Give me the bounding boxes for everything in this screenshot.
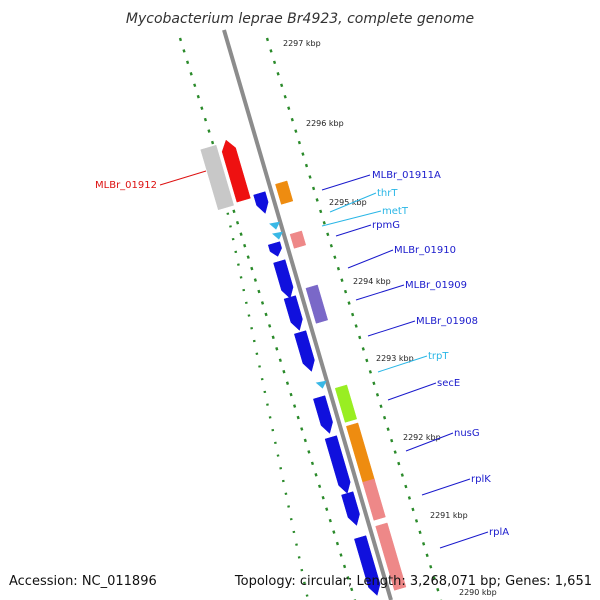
kbp-labels: 2297 kbp 2296 kbp 2295 kbp 2294 kbp 2293… [283, 39, 497, 597]
leader-line [367, 320, 416, 337]
gene-label-mlbr-01912[interactable]: MLBr_01912 [95, 180, 157, 191]
ortholog-rpla[interactable] [375, 522, 407, 591]
cds-mlbr-01910[interactable] [273, 259, 294, 299]
gene-label-thrt[interactable]: thrT [377, 188, 398, 199]
leader-line [347, 249, 394, 269]
kbp-label: 2294 kbp [353, 277, 391, 286]
ortholog-rplk[interactable] [362, 478, 386, 521]
kbp-label: 2291 kbp [430, 511, 468, 520]
cds-rplk[interactable] [341, 491, 360, 526]
cds-mlbr-01912[interactable] [221, 139, 251, 203]
leader-line [321, 174, 371, 191]
cds-nusg[interactable] [324, 435, 351, 494]
leader-line [335, 224, 372, 237]
leader-line [329, 192, 377, 213]
trna-mett[interactable] [272, 231, 284, 240]
leader-line [439, 531, 489, 549]
kbp-label: 2292 kbp [403, 433, 441, 442]
leader-line [387, 382, 437, 401]
leader-line [405, 432, 454, 452]
kbp-label: 2296 kbp [306, 119, 344, 128]
gene-features [200, 139, 407, 596]
gene-label-sece[interactable]: secE [437, 378, 460, 389]
pseudo-block[interactable] [200, 144, 234, 211]
leader-line [321, 210, 382, 227]
cds-rpmg[interactable] [267, 241, 282, 257]
map-title: Mycobacterium leprae Br4923, complete ge… [126, 11, 474, 27]
gene-label-nusg[interactable]: nusG [454, 428, 480, 439]
accession-text: Accession: NC_011896 [9, 574, 157, 589]
genome-summary-text: Topology: circular; Length: 3,268,071 bp… [234, 574, 592, 589]
gene-label-mlbr-01911a[interactable]: MLBr_01911A [372, 170, 441, 181]
ortholog-rpmg[interactable] [289, 230, 307, 249]
gene-label-mett[interactable]: metT [382, 206, 409, 217]
tick-guide-line [265, 37, 443, 600]
trna-thrt[interactable] [269, 221, 281, 230]
gene-labels: MLBr_01911A thrT metT rpmG MLBr_01910 ML… [95, 170, 509, 538]
tick-guide-line [178, 37, 357, 600]
leader-line [159, 170, 207, 186]
gene-label-rpla[interactable]: rplA [489, 527, 509, 538]
gene-label-mlbr-01909[interactable]: MLBr_01909 [405, 280, 467, 291]
gene-label-mlbr-01908[interactable]: MLBr_01908 [416, 316, 478, 327]
cds-mlbr-01908[interactable] [294, 330, 315, 372]
label-leader-lines [159, 170, 489, 549]
gene-label-mlbr-01910[interactable]: MLBr_01910 [394, 245, 456, 256]
gene-label-rplk[interactable]: rplK [471, 474, 491, 485]
kbp-label: 2290 kbp [459, 588, 497, 597]
ortholog-sece[interactable] [334, 384, 358, 423]
leader-line [377, 355, 428, 373]
gene-label-trpt[interactable]: trpT [428, 351, 449, 362]
tick-guides [178, 37, 443, 600]
cds-rpla[interactable] [354, 535, 381, 596]
leader-line [421, 478, 471, 496]
leader-line [355, 284, 405, 301]
ortholog-mlbr-01909[interactable] [305, 284, 329, 324]
genome-backbone [222, 29, 393, 600]
gene-label-rpmg[interactable]: rpmG [372, 220, 400, 231]
cds-mlbr-01909[interactable] [283, 295, 303, 331]
kbp-label: 2297 kbp [283, 39, 321, 48]
kbp-label: 2295 kbp [329, 198, 367, 207]
ortholog-mlbr-01911a[interactable] [275, 180, 294, 205]
trna-trpt[interactable] [315, 380, 327, 389]
kbp-label: 2293 kbp [376, 354, 414, 363]
cds-sece[interactable] [313, 395, 333, 434]
cds-mlbr-01911a[interactable] [253, 191, 269, 214]
